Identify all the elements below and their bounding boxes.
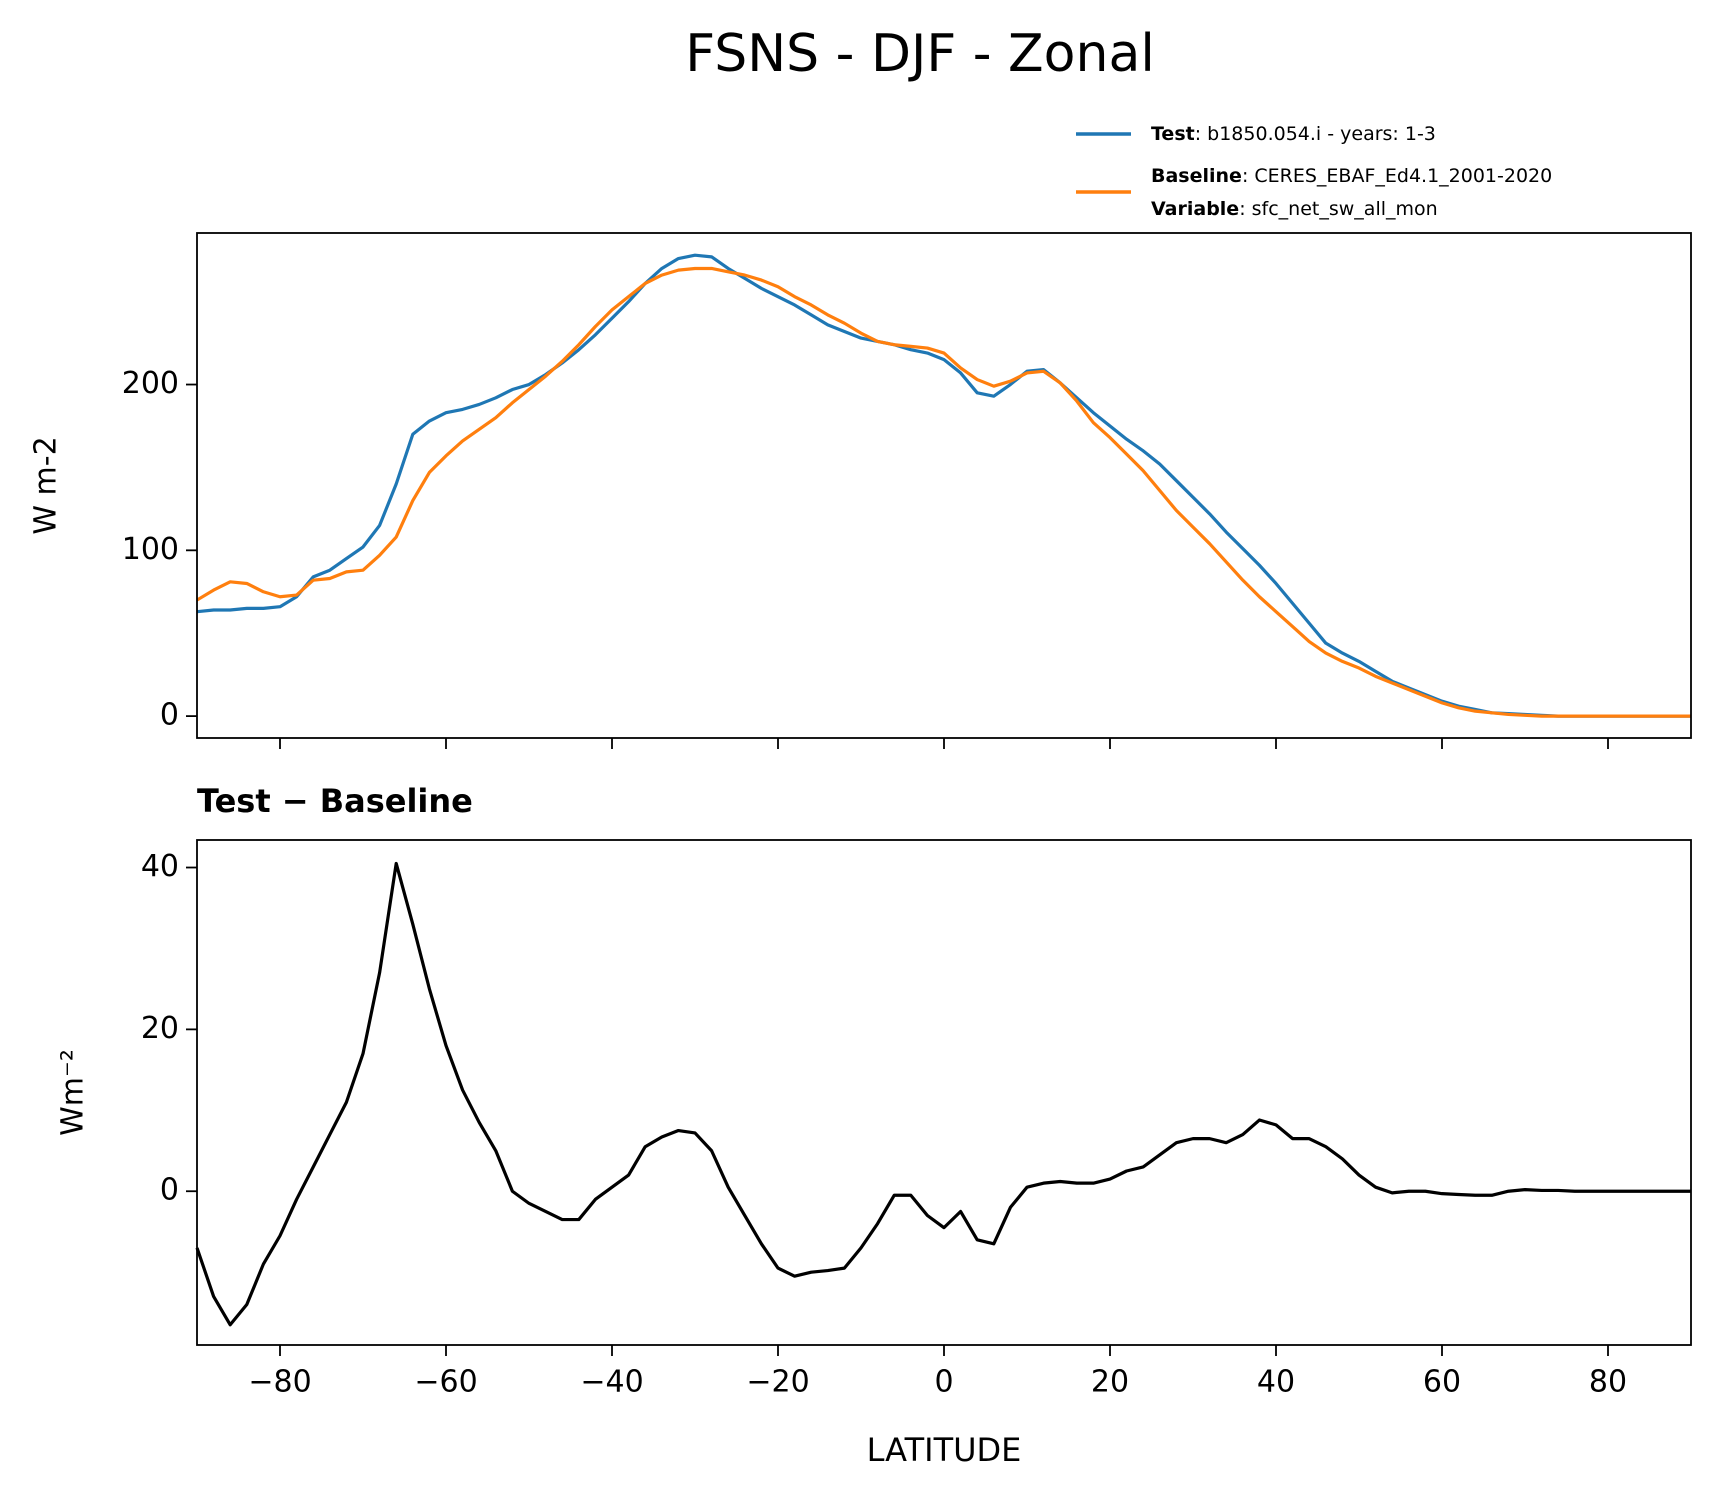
legend-entry: Baseline: CERES_EBAF_Ed4.1_2001-2020: [1151, 165, 1552, 187]
y-tick-label: 20: [141, 1011, 179, 1046]
legend-entry: Variable: sfc_net_sw_all_mon: [1151, 198, 1438, 220]
x-tick-label: 20: [1091, 1365, 1129, 1400]
series-line: [195, 861, 1691, 1327]
y-tick-label: 40: [141, 849, 179, 884]
x-tick-label: −60: [414, 1365, 477, 1400]
series-line: [196, 266, 1691, 718]
y-axis-label: W m-2: [29, 436, 64, 534]
x-tick-label: −40: [580, 1365, 643, 1400]
y-tick-label: 0: [160, 698, 179, 733]
figure-title: FSNS - DJF - Zonal: [685, 24, 1155, 84]
legend-description: : b1850.054.i - years: 1-3: [1195, 123, 1436, 145]
legend-name: Baseline: [1151, 165, 1242, 187]
panel-title: Test − Baseline: [197, 782, 473, 820]
legend-description: : sfc_net_sw_all_mon: [1239, 198, 1437, 220]
y-tick-label: 100: [122, 532, 179, 567]
x-tick-label: 0: [934, 1365, 953, 1400]
legend-name: Variable: [1151, 198, 1239, 220]
y-axis-label: Wm⁻²: [56, 1049, 91, 1136]
x-tick-label: −80: [248, 1365, 311, 1400]
y-tick-label: 0: [160, 1173, 179, 1208]
x-tick-label: 60: [1423, 1365, 1461, 1400]
x-tick-label: 80: [1589, 1365, 1627, 1400]
legend-entry: Test: b1850.054.i - years: 1-3: [1151, 123, 1436, 145]
legend-name: Test: [1151, 123, 1195, 145]
x-tick-label: −20: [746, 1365, 809, 1400]
x-tick-label: 40: [1257, 1365, 1295, 1400]
legend-description: : CERES_EBAF_Ed4.1_2001-2020: [1242, 165, 1552, 187]
x-axis-label: LATITUDE: [867, 1431, 1022, 1469]
y-tick-label: 200: [122, 366, 179, 401]
